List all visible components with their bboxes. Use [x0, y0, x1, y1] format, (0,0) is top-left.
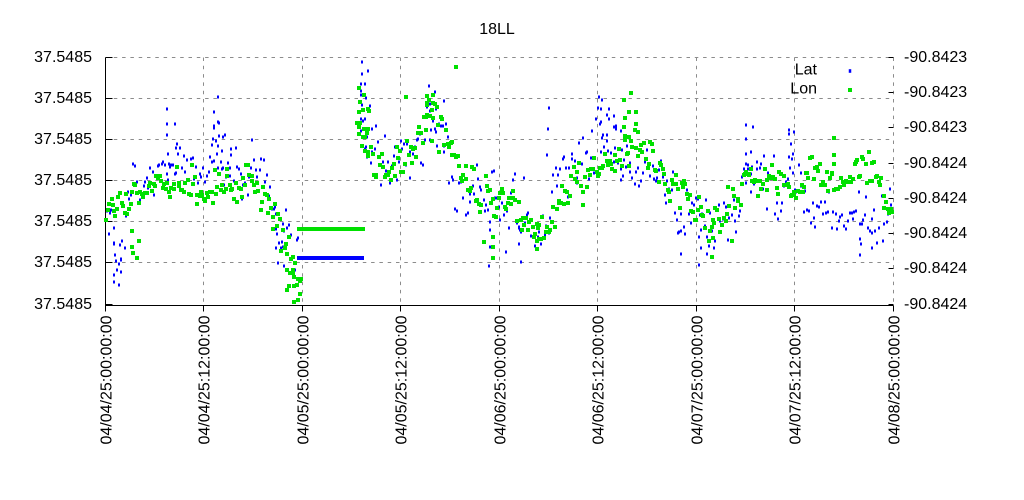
svg-text:37.5485: 37.5485 [34, 254, 92, 271]
svg-text:37.5485: 37.5485 [34, 131, 92, 148]
svg-text:-90.8423: -90.8423 [904, 49, 967, 66]
svg-text:Lat: Lat [795, 62, 818, 79]
svg-text:Lon: Lon [790, 81, 817, 98]
svg-text:04/06/25:00:00:00: 04/06/25:00:00:00 [493, 315, 510, 444]
svg-text:04/04/25:12:00:00: 04/04/25:12:00:00 [197, 315, 214, 444]
svg-text:37.5485: 37.5485 [34, 49, 92, 66]
svg-text:-90.8424: -90.8424 [904, 225, 967, 242]
svg-text:-90.8423: -90.8423 [904, 84, 967, 101]
svg-text:04/07/25:00:00:00: 04/07/25:00:00:00 [690, 315, 707, 444]
svg-text:04/08/25:00:00:00: 04/08/25:00:00:00 [887, 315, 904, 444]
svg-text:04/05/25:00:00:00: 04/05/25:00:00:00 [296, 315, 313, 444]
svg-text:-90.8424: -90.8424 [904, 260, 967, 277]
svg-text:-90.8424: -90.8424 [904, 155, 967, 172]
svg-text:04/07/25:12:00:00: 04/07/25:12:00:00 [788, 315, 805, 444]
svg-text:04/06/25:12:00:00: 04/06/25:12:00:00 [591, 315, 608, 444]
svg-text:37.5485: 37.5485 [34, 172, 92, 189]
svg-text:37.5485: 37.5485 [34, 90, 92, 107]
svg-text:37.5485: 37.5485 [34, 213, 92, 230]
svg-text:-90.8424: -90.8424 [904, 296, 967, 313]
svg-text:-90.8424: -90.8424 [904, 190, 967, 207]
svg-text:-90.8423: -90.8423 [904, 119, 967, 136]
svg-text:37.5485: 37.5485 [34, 296, 92, 313]
svg-text:04/05/25:12:00:00: 04/05/25:12:00:00 [394, 315, 411, 444]
svg-text:18LL: 18LL [479, 21, 515, 38]
svg-text:04/04/25:00:00:00: 04/04/25:00:00:00 [99, 315, 116, 444]
